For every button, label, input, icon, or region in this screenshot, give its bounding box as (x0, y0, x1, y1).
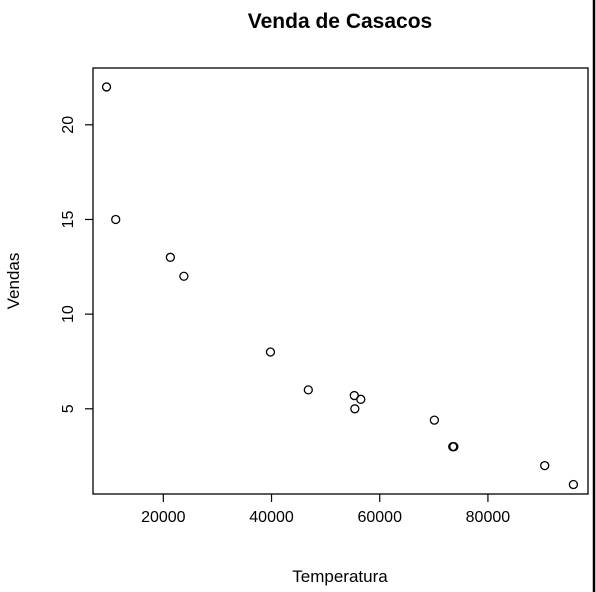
data-point (568, 479, 579, 490)
data-point (350, 404, 360, 414)
x-tick-label: 60000 (357, 509, 402, 526)
data-point (449, 442, 459, 452)
x-axis-label: Temperatura (292, 567, 388, 586)
data-point (111, 214, 121, 225)
plot-frame (92, 67, 589, 495)
x-tick-label: 80000 (466, 509, 511, 526)
data-point (265, 347, 276, 357)
y-axis: 5 10 15 20 (60, 116, 93, 413)
data-point (540, 460, 550, 471)
x-axis: 20000 40000 60000 80000 (141, 494, 510, 526)
data-point (356, 394, 366, 404)
data-point (179, 271, 189, 281)
x-tick-label: 20000 (141, 509, 186, 526)
data-point (303, 385, 313, 395)
data-point (101, 82, 112, 92)
data-point (165, 252, 176, 262)
chart-title: Venda de Casacos (248, 10, 432, 33)
y-tick-label: 20 (60, 116, 77, 134)
y-axis-label: Vendas (4, 253, 23, 310)
x-tick-label: 40000 (249, 509, 294, 526)
data-point (429, 415, 440, 425)
y-tick-label: 10 (60, 305, 77, 323)
y-tick-label: 5 (60, 404, 77, 413)
y-tick-label: 15 (60, 210, 77, 228)
data-points (101, 82, 579, 490)
